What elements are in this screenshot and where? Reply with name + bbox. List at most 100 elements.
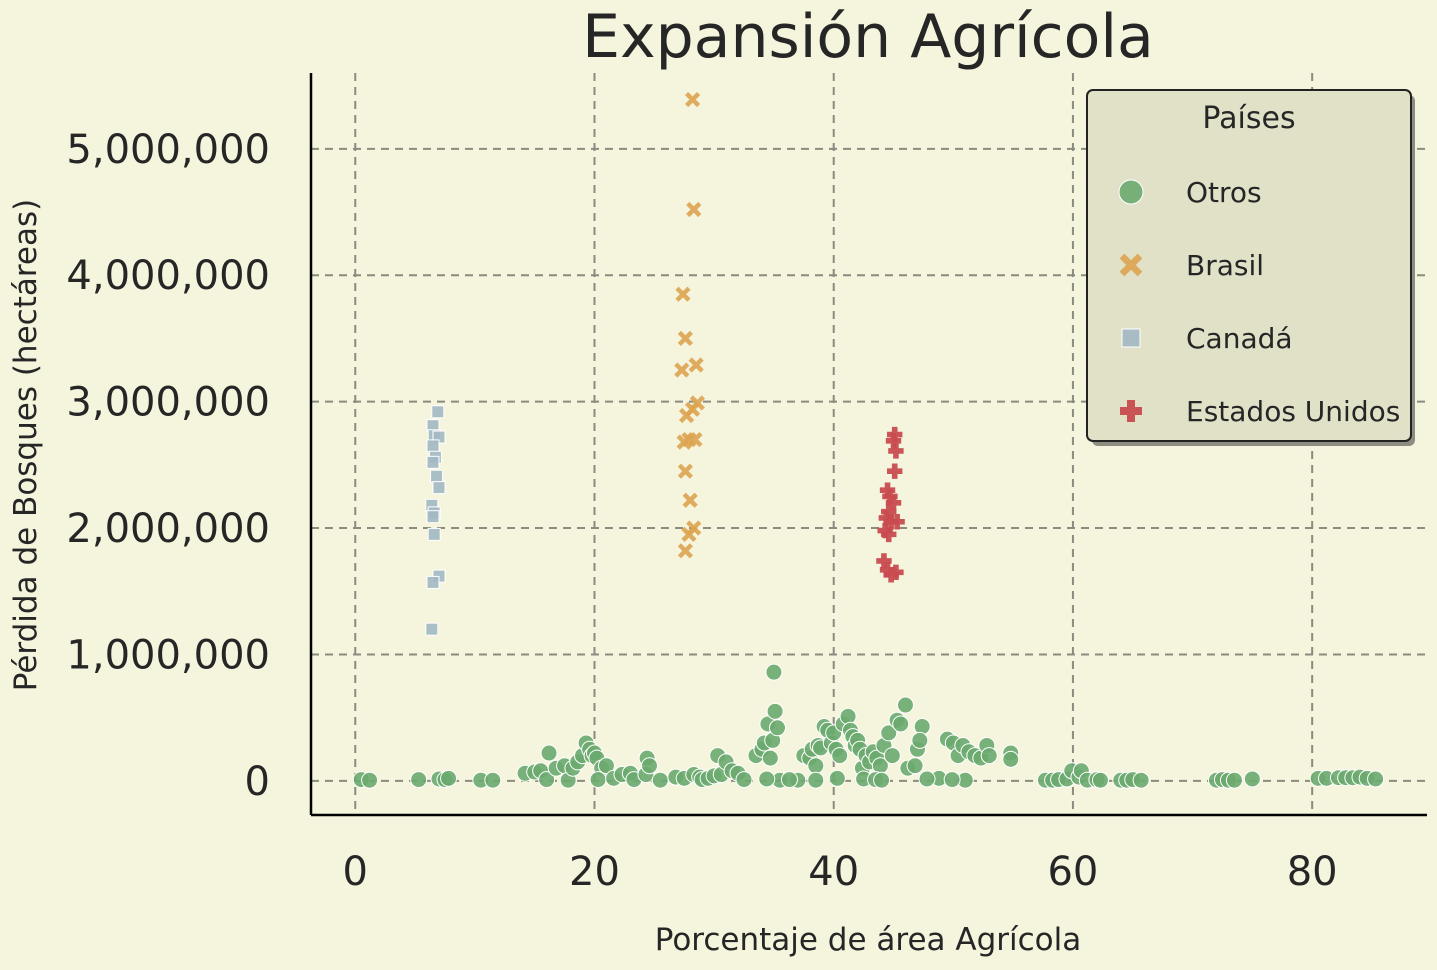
data-point — [410, 771, 428, 789]
data-point — [440, 769, 458, 787]
data-point — [684, 91, 701, 108]
data-point — [873, 771, 891, 789]
legend-marker — [1119, 253, 1143, 277]
data-point — [540, 744, 558, 762]
chart-title: Expansión Agrícola — [582, 2, 1154, 72]
data-point — [765, 663, 783, 681]
x-tick-label: 40 — [808, 849, 859, 895]
legend-label: Canadá — [1186, 322, 1293, 355]
data-point — [677, 543, 693, 559]
data-point — [780, 771, 798, 789]
data-point — [1091, 771, 1109, 789]
series-canada — [425, 405, 446, 636]
data-point — [1132, 771, 1150, 789]
data-point — [887, 463, 903, 479]
data-point — [828, 769, 846, 787]
data-point — [688, 357, 704, 373]
x-tick-label: 60 — [1047, 849, 1098, 895]
data-point — [538, 771, 556, 789]
data-point — [361, 771, 379, 789]
legend-marker — [1118, 179, 1144, 205]
data-point — [641, 757, 659, 775]
data-point — [911, 731, 929, 749]
series-estados-unidos — [876, 426, 905, 583]
data-point — [674, 362, 690, 378]
data-point — [1225, 771, 1243, 789]
data-point — [1002, 750, 1020, 768]
data-point — [885, 495, 902, 511]
y-tick-label: 3,000,000 — [66, 380, 270, 426]
data-point — [892, 715, 910, 733]
data-point — [881, 526, 897, 543]
data-point — [651, 771, 669, 789]
data-point — [687, 431, 703, 448]
data-point — [831, 747, 849, 765]
data-point — [766, 702, 784, 720]
data-point — [918, 770, 936, 788]
data-point — [426, 455, 440, 469]
data-point — [889, 514, 905, 530]
data-point — [758, 770, 776, 788]
data-point — [431, 405, 445, 419]
data-point — [913, 718, 931, 736]
data-point — [426, 510, 440, 524]
y-tick-label: 0 — [245, 759, 270, 805]
data-point — [484, 771, 502, 789]
data-point — [839, 707, 857, 725]
y-tick-labels: 0 1,000,000 2,000,000 3,000,000 4,000,000 5,0… — [66, 127, 270, 805]
data-point — [686, 201, 702, 218]
data-points — [352, 91, 1385, 789]
x-tick-label: 20 — [569, 849, 620, 895]
data-point — [876, 553, 892, 569]
data-point — [761, 749, 779, 767]
data-point — [426, 439, 440, 453]
y-tick-label: 1,000,000 — [66, 632, 270, 678]
legend-title: Países — [1202, 101, 1295, 136]
data-point — [677, 463, 693, 479]
legend-label: Otros — [1186, 176, 1262, 209]
data-point — [807, 771, 825, 789]
data-point — [426, 575, 440, 589]
legend-marker — [1121, 328, 1141, 348]
data-point — [807, 757, 825, 775]
y-tick-label: 2,000,000 — [66, 506, 270, 552]
legend-marker — [1120, 400, 1142, 422]
data-point — [883, 747, 901, 765]
data-point — [682, 492, 698, 508]
y-axis-label: Pérdida de Bosques (hectáreas) — [8, 199, 44, 691]
legend-label: Estados Unidos — [1186, 395, 1400, 428]
y-tick-label: 5,000,000 — [66, 127, 270, 173]
data-point — [883, 567, 899, 583]
data-point — [888, 443, 904, 459]
y-tick-label: 4,000,000 — [66, 253, 270, 299]
data-point — [432, 481, 446, 495]
legend-items: Otros Brasil Canadá Estados Unidos — [1118, 176, 1400, 428]
data-point — [427, 527, 441, 541]
data-point — [686, 520, 702, 536]
legend-box — [1086, 89, 1412, 442]
data-point — [1243, 770, 1261, 788]
data-point — [678, 407, 695, 424]
series-otros — [352, 663, 1385, 789]
data-point — [880, 724, 898, 742]
data-point — [430, 469, 444, 483]
data-point — [675, 286, 691, 302]
data-point — [1367, 770, 1385, 788]
data-point — [589, 771, 607, 789]
data-point — [597, 757, 615, 775]
series-brasil — [674, 91, 705, 559]
data-point — [768, 719, 786, 737]
data-point — [896, 696, 914, 714]
legend-label: Brasil — [1186, 249, 1264, 282]
legend: Países Otros Brasil Canadá Estados Unidos — [1086, 89, 1415, 446]
data-point — [980, 747, 998, 765]
x-tick-label: 80 — [1287, 849, 1338, 895]
data-point — [943, 771, 961, 789]
data-point — [677, 330, 693, 347]
data-point — [906, 757, 924, 775]
x-axis-label: Porcentaje de área Agrícola — [655, 922, 1082, 958]
x-tick-labels: 0 20 40 60 80 — [343, 849, 1338, 895]
data-point — [425, 622, 439, 636]
data-point — [735, 771, 753, 789]
